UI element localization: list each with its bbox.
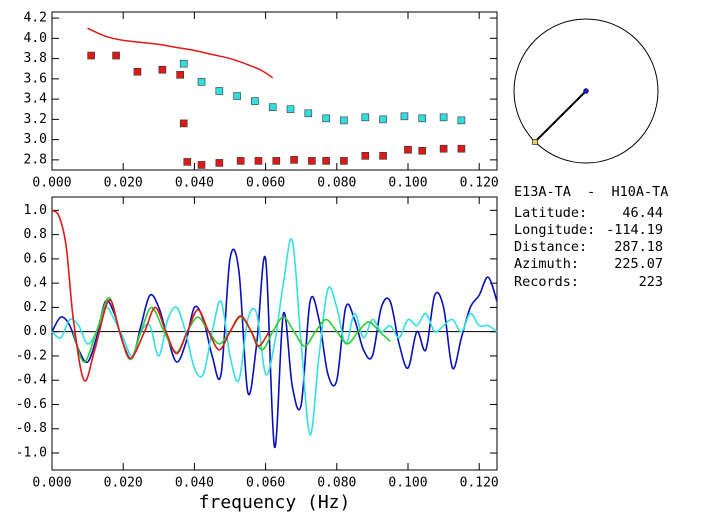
data-point xyxy=(197,161,206,169)
data-point xyxy=(179,119,188,128)
y-tick-label: 0.4 xyxy=(24,276,48,291)
map-circle xyxy=(513,18,659,164)
data-point xyxy=(286,105,295,114)
data-point xyxy=(340,157,348,165)
data-line xyxy=(87,27,274,79)
data-point xyxy=(215,159,224,167)
y-tick-label: 4.2 xyxy=(24,11,47,26)
data-point xyxy=(361,152,370,160)
data-point xyxy=(361,113,370,122)
data-line xyxy=(51,248,498,448)
y-tick-label: 0.8 xyxy=(24,227,47,242)
info-label: Azimuth: xyxy=(514,256,579,272)
y-tick-label: 4.0 xyxy=(24,31,47,46)
data-point xyxy=(215,87,224,95)
x-tick-label: 0.000 xyxy=(32,476,71,491)
data-point xyxy=(308,157,316,165)
info-value: 223 xyxy=(639,274,663,290)
y-tick-label: -0.2 xyxy=(16,348,47,363)
info-value: 225.07 xyxy=(614,256,663,272)
data-line xyxy=(51,238,498,436)
y-tick-label: -0.6 xyxy=(16,397,47,412)
station-a xyxy=(583,88,589,94)
x-tick-label: 0.080 xyxy=(317,176,356,191)
y-tick-label: 3.2 xyxy=(24,112,47,127)
plot-frame xyxy=(51,11,498,171)
plot-frame xyxy=(51,196,498,471)
data-point xyxy=(236,157,245,165)
data-point xyxy=(87,51,95,60)
x-axis-label: frequency (Hz) xyxy=(199,492,351,513)
data-point xyxy=(158,65,167,74)
info-label: Longitude: xyxy=(514,222,595,238)
x-tick-label: 0.060 xyxy=(246,176,285,191)
x-tick-label: 0.040 xyxy=(175,176,214,191)
y-tick-label: 0.6 xyxy=(24,251,47,266)
y-tick-label: -0.4 xyxy=(16,373,47,388)
info-label: Distance: xyxy=(514,239,587,255)
station-pair: E13A-TA - H10A-TA xyxy=(514,184,668,200)
x-tick-label: 0.020 xyxy=(104,176,143,191)
x-tick-label: 0.100 xyxy=(388,476,427,491)
y-tick-label: -1.0 xyxy=(16,446,47,461)
y-tick-label: 3.8 xyxy=(24,51,47,66)
data-point xyxy=(197,78,206,86)
data-point xyxy=(268,103,277,112)
info-label: Records: xyxy=(514,274,579,290)
data-point xyxy=(379,152,387,160)
data-point xyxy=(400,112,409,121)
data-point xyxy=(322,157,330,165)
x-tick-label: 0.120 xyxy=(460,176,499,191)
data-point xyxy=(304,109,313,118)
data-point xyxy=(439,144,448,153)
info-value: 46.44 xyxy=(622,205,663,221)
data-point xyxy=(290,156,298,164)
y-tick-label: 0.2 xyxy=(24,300,47,315)
data-line xyxy=(51,209,270,382)
azimuth-line xyxy=(534,90,587,143)
data-point xyxy=(418,146,427,155)
data-point xyxy=(233,92,241,100)
data-point xyxy=(183,158,192,166)
data-point xyxy=(457,144,466,153)
y-tick-label: 3.0 xyxy=(24,132,47,147)
data-point xyxy=(340,116,348,125)
info-value: -114.19 xyxy=(606,222,663,238)
x-tick-label: 0.100 xyxy=(388,176,427,191)
info-value: 287.18 xyxy=(614,239,663,255)
x-tick-label: 0.080 xyxy=(317,476,356,491)
data-point xyxy=(254,157,263,165)
data-point xyxy=(457,116,466,125)
data-point xyxy=(322,114,330,123)
y-tick-label: 3.4 xyxy=(24,92,48,107)
data-point xyxy=(418,114,427,123)
station-b xyxy=(532,139,538,145)
info-label: Latitude: xyxy=(514,205,587,221)
data-point xyxy=(379,115,387,124)
data-point xyxy=(179,59,188,68)
y-tick-label: 2.8 xyxy=(24,152,47,167)
data-point xyxy=(272,157,281,165)
data-point xyxy=(112,51,120,60)
x-tick-label: 0.060 xyxy=(246,476,285,491)
data-point xyxy=(439,113,448,122)
y-tick-label: 3.6 xyxy=(24,71,47,86)
y-tick-label: 1.0 xyxy=(24,203,47,218)
x-tick-label: 0.000 xyxy=(32,176,71,191)
data-point xyxy=(404,145,412,154)
x-tick-label: 0.120 xyxy=(460,476,499,491)
y-tick-label: 0.0 xyxy=(24,324,47,339)
data-point xyxy=(133,67,142,76)
data-point xyxy=(176,70,184,79)
x-tick-label: 0.040 xyxy=(175,476,214,491)
data-point xyxy=(251,97,259,105)
y-tick-label: -0.8 xyxy=(16,421,47,436)
x-tick-label: 0.020 xyxy=(104,476,143,491)
